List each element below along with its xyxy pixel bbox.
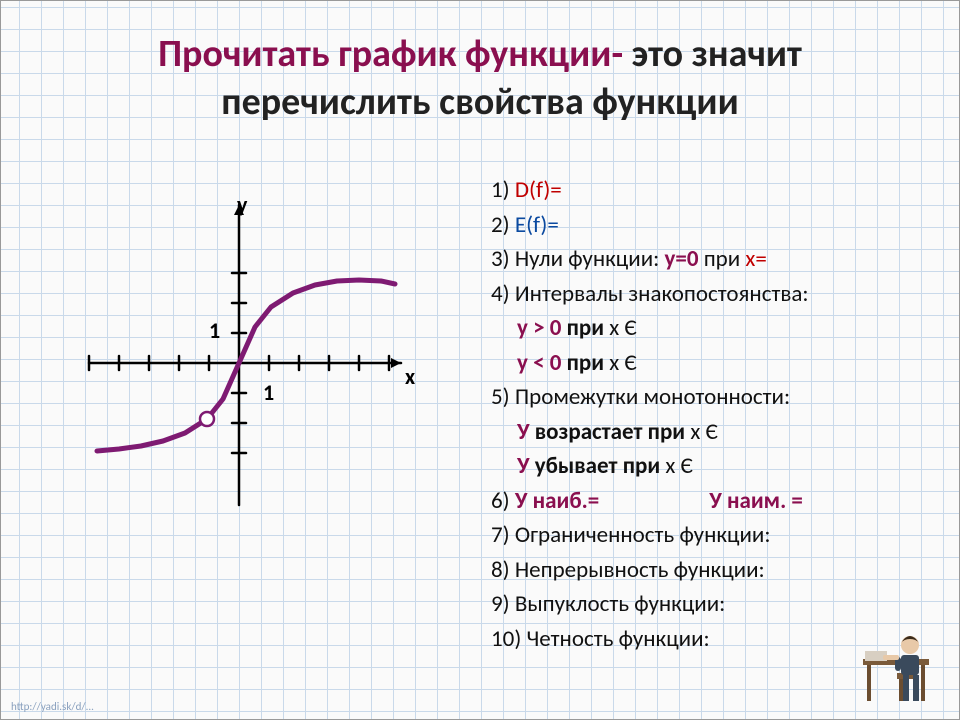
properties-list: 1) D(f)=2) E(f)=3) Нули функции: y=0 при… <box>491 173 931 656</box>
chart-svg <box>79 193 419 533</box>
property-item: 8) Непрерывность функции: <box>491 553 931 588</box>
y-tick-1-label: 1 <box>209 317 220 344</box>
property-item: 3) Нули функции: y=0 при x= <box>491 242 931 277</box>
credit-text: http://yadi.sk/d/... <box>11 700 94 713</box>
property-item: 1) D(f)= <box>491 173 931 208</box>
property-item: 4) Интервалы знакопостоянства: <box>491 277 931 312</box>
x-tick-1-label: 1 <box>263 379 274 406</box>
student-illustration <box>835 605 945 705</box>
slide: Прочитать график функции- это значит пер… <box>0 0 960 720</box>
x-axis-label: x <box>405 363 415 390</box>
title-plain2: перечислить свойства функции <box>221 79 738 125</box>
title-accent: Прочитать график функции- <box>158 31 623 77</box>
property-item: 6) У наиб.=У наим. = <box>491 484 931 519</box>
function-chart: y x 1 1 <box>79 193 419 533</box>
property-item: y < 0 при x Є <box>491 346 931 381</box>
property-item: 2) E(f)= <box>491 208 931 243</box>
property-item: У возрастает при x Є <box>491 415 931 450</box>
property-item: y > 0 при x Є <box>491 311 931 346</box>
property-item: 7) Ограниченность функции: <box>491 518 931 553</box>
property-item: 5) Промежутки монотонности: <box>491 380 931 415</box>
y-axis-label: y <box>237 191 247 218</box>
property-item: У убывает при x Є <box>491 449 931 484</box>
slide-title: Прочитать график функции- это значит пер… <box>1 27 959 136</box>
title-plain1: это значит <box>623 31 802 77</box>
